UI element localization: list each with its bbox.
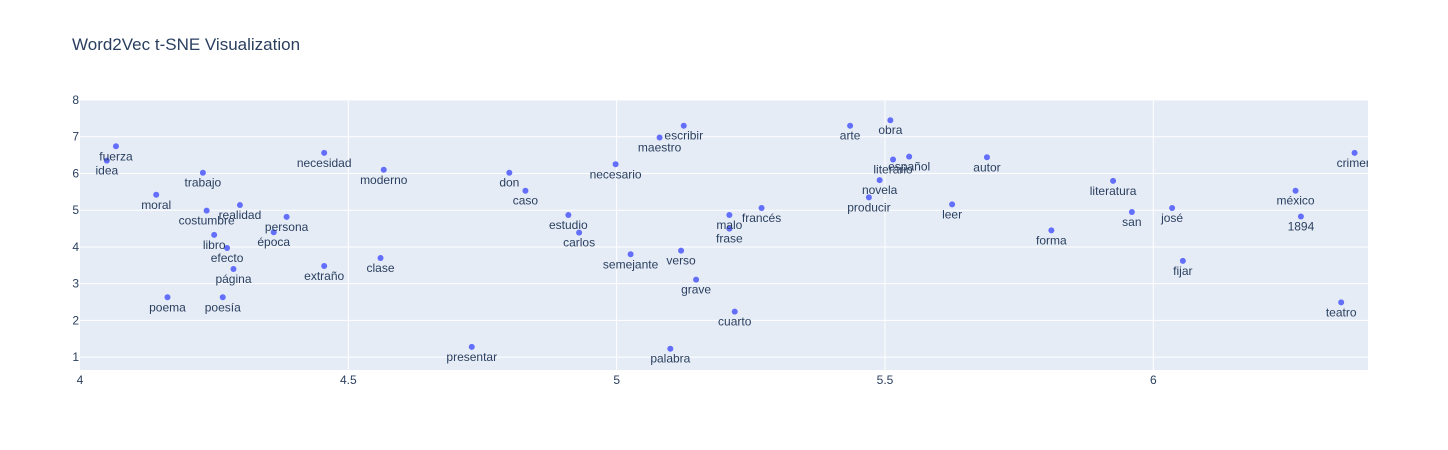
x-tick-label: 5 xyxy=(613,373,620,387)
point-label: época xyxy=(257,235,290,249)
point-label: moderno xyxy=(360,173,408,187)
point-label: novela xyxy=(862,183,898,197)
point-label: fijar xyxy=(1173,264,1192,278)
x-tick-label: 4 xyxy=(77,373,84,387)
point-label: leer xyxy=(942,207,962,221)
point-label: méxico xyxy=(1277,194,1315,208)
point-label: página xyxy=(215,272,251,286)
point-label: obra xyxy=(878,123,902,137)
point-label: clase xyxy=(367,261,395,275)
point-label: extraño xyxy=(304,269,344,283)
point-label: arte xyxy=(840,129,861,143)
point-label: español xyxy=(888,160,930,174)
chart-title: Word2Vec t-SNE Visualization xyxy=(72,35,300,54)
point-label: crimen xyxy=(1337,156,1373,170)
point-label: libro xyxy=(203,238,226,252)
point-label: poema xyxy=(149,300,186,314)
point-label: necesario xyxy=(590,167,642,181)
point-label: semejante xyxy=(603,257,659,271)
y-tick-label: 8 xyxy=(72,93,79,107)
point-label: teatro xyxy=(1326,305,1357,319)
y-tick-label: 7 xyxy=(72,130,79,144)
point-label: estudio xyxy=(549,218,588,232)
point-label: forma xyxy=(1036,233,1067,247)
point-label: realidad xyxy=(219,208,262,222)
point-label: idea xyxy=(95,164,118,178)
y-tick-label: 3 xyxy=(72,277,79,291)
point-label: 1894 xyxy=(1288,219,1315,233)
point-label: persona xyxy=(265,220,309,234)
y-tick-label: 5 xyxy=(72,203,79,217)
point-label: autor xyxy=(973,160,1000,174)
point-label: don xyxy=(499,176,519,190)
y-tick-label: 1 xyxy=(72,350,79,364)
point-label: caso xyxy=(513,194,539,208)
point-label: malo xyxy=(716,218,742,232)
point-label: palabra xyxy=(650,352,690,366)
point-label: literatura xyxy=(1090,184,1137,198)
point-label: efecto xyxy=(211,251,244,265)
point-label: producir xyxy=(847,200,890,214)
point-label: trabajo xyxy=(185,176,222,190)
point-label: carlos xyxy=(563,236,595,250)
point-label: poesía xyxy=(205,300,241,314)
x-tick-label: 6 xyxy=(1150,373,1157,387)
point-label: josé xyxy=(1160,211,1183,225)
y-tick-label: 6 xyxy=(72,166,79,180)
point-label: presentar xyxy=(446,350,497,364)
point-label: fuerza xyxy=(99,149,133,163)
point-label: maestro xyxy=(638,140,682,154)
point-label: moral xyxy=(141,198,171,212)
point-label: grave xyxy=(681,283,711,297)
point-label: verso xyxy=(666,254,696,268)
point-label: francés xyxy=(742,211,781,225)
point-label: cuarto xyxy=(718,315,752,329)
x-tick-label: 5.5 xyxy=(877,373,894,387)
point-label: frase xyxy=(716,232,743,246)
point-label: necesidad xyxy=(297,156,352,170)
y-tick-label: 2 xyxy=(72,313,79,327)
y-tick-label: 4 xyxy=(72,240,79,254)
point-label: san xyxy=(1122,215,1141,229)
x-tick-label: 4.5 xyxy=(340,373,357,387)
